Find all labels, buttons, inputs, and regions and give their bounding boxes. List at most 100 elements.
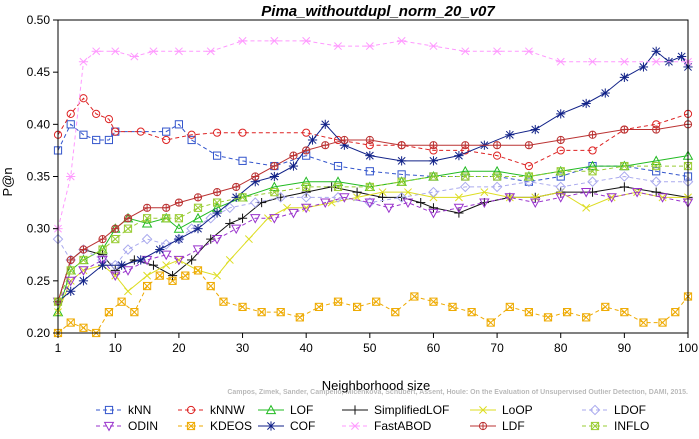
data-point-ldof [224, 202, 236, 214]
data-point-lof [173, 223, 185, 233]
data-point-kdeos [543, 313, 553, 322]
data-point-knn [104, 135, 114, 145]
data-point-ldf [302, 146, 311, 155]
legend-marker [265, 404, 277, 415]
legend-label: KDEOS [210, 419, 252, 433]
legend-label: LDF [502, 419, 525, 433]
data-point-cof [97, 260, 108, 270]
data-point-ldof [186, 223, 197, 234]
data-point-odin [606, 193, 617, 203]
data-point-odin [504, 193, 516, 203]
data-point-odin [160, 250, 172, 261]
data-point-kdeos [314, 302, 324, 312]
legend-marker [186, 421, 196, 431]
data-point-simplifiedlof [225, 218, 235, 229]
data-point-ldf [289, 151, 298, 160]
data-point-inflo [397, 177, 406, 186]
data-point-inflo [620, 161, 629, 171]
data-point-knn [365, 167, 374, 176]
series-line-odin [57, 191, 689, 302]
data-point-kdeos [219, 297, 228, 306]
legend-item-ldof: LDOF [582, 403, 646, 417]
data-point-odin [122, 266, 134, 276]
data-point-kdeos [181, 271, 190, 280]
data-point-inflo [524, 172, 534, 181]
data-point-knn [66, 120, 75, 129]
data-point-ldf [492, 141, 502, 150]
data-point-ldof [587, 176, 598, 188]
x-axis-title: Neighborhood size [322, 378, 430, 393]
data-point-ldof [396, 192, 407, 203]
data-point-lof [491, 165, 503, 176]
y-axis-title: P@n [0, 167, 15, 196]
data-point-ldf [321, 141, 330, 150]
data-point-kdeos [448, 302, 457, 312]
data-point-ldof [459, 181, 471, 193]
x-tick-label: 90 [618, 341, 632, 355]
data-point-simplifiedlof [651, 187, 661, 197]
data-point-inflo [429, 172, 438, 181]
data-point-kdeos [193, 266, 203, 275]
legend-label: COF [290, 419, 315, 433]
legend-label: FastABOD [374, 419, 432, 433]
plot-area [52, 36, 694, 338]
data-point-inflo [492, 172, 502, 181]
data-point-inflo [162, 214, 171, 223]
data-point-odin [339, 193, 350, 203]
data-point-ldf [365, 135, 374, 145]
data-point-simplifiedlof [148, 260, 159, 270]
data-point-inflo [302, 182, 311, 192]
data-point-odin [97, 255, 108, 266]
data-point-kdeos [562, 308, 572, 317]
data-point-loop [658, 193, 667, 202]
data-point-cof [269, 171, 279, 182]
data-point-kdeos [601, 302, 610, 312]
data-point-fastabod [148, 47, 159, 56]
data-point-loop [505, 193, 514, 202]
data-point-knnw [162, 135, 171, 145]
data-point-knn [524, 177, 534, 186]
data-point-fastabod [66, 172, 76, 181]
data-point-fastabod [333, 42, 343, 51]
data-point-kdeos [620, 308, 629, 317]
data-point-knn [652, 167, 661, 176]
data-point-odin [479, 198, 490, 209]
data-point-ldf [588, 130, 597, 139]
data-point-lof [269, 181, 280, 192]
data-point-fastabod [492, 47, 502, 56]
data-point-kdeos [130, 308, 139, 317]
data-point-odin [657, 193, 668, 203]
data-point-cof [136, 255, 146, 265]
data-point-knnw [104, 115, 114, 124]
data-point-fastabod [460, 47, 470, 56]
series-line-cof [57, 50, 689, 303]
data-point-kdeos [333, 297, 343, 306]
legend-marker [478, 421, 488, 431]
data-point-loop [174, 256, 183, 264]
data-point-odin [211, 235, 223, 245]
data-point-loop [124, 287, 132, 296]
data-point-simplifiedlof [237, 213, 248, 223]
data-point-odin [269, 214, 280, 224]
data-point-simplifiedlof [352, 187, 362, 197]
data-point-knnw [66, 109, 75, 119]
data-point-cof [600, 88, 610, 98]
data-point-ldf [212, 188, 222, 197]
data-point-ldof [109, 259, 121, 271]
data-point-ldf [98, 235, 107, 244]
data-point-ldf [162, 203, 171, 212]
data-point-knnw [212, 128, 222, 137]
data-point-inflo [212, 198, 222, 207]
y-tick-label: 0.35 [27, 170, 51, 184]
data-point-knn [238, 156, 247, 165]
data-point-kdeos [206, 281, 215, 291]
legend-item-inflo: INFLO [582, 419, 649, 433]
data-point-ldof [428, 186, 439, 198]
legend-marker [350, 405, 360, 415]
data-point-odin [453, 203, 465, 214]
legend-marker [104, 405, 114, 415]
legend-label: LoOP [502, 403, 533, 417]
y-tick-label: 0.20 [27, 326, 51, 340]
data-point-odin [320, 198, 331, 209]
